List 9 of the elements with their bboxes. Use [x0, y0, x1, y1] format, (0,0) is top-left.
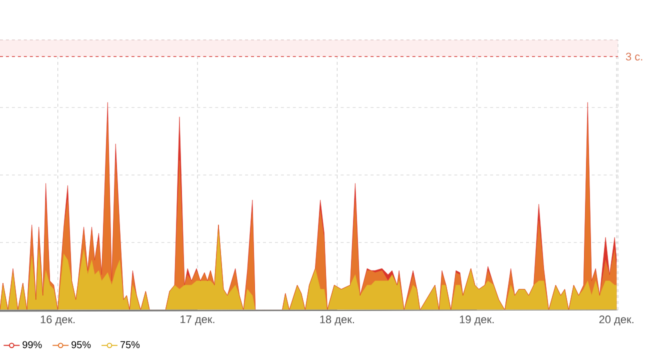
legend-label: 99% [22, 341, 42, 348]
x-tick-label: 16 дек. [40, 316, 75, 326]
x-tick-label: 20 дек. [599, 316, 634, 326]
ref-line-label: 3 с. [626, 52, 642, 60]
x-tick-label: 19 дек. [460, 316, 494, 326]
legend-label: 95% [72, 341, 91, 348]
legend-label: 75% [120, 341, 140, 348]
x-tick-label: 18 дек. [320, 316, 354, 326]
x-tick-label: 17 дек. [180, 316, 214, 326]
